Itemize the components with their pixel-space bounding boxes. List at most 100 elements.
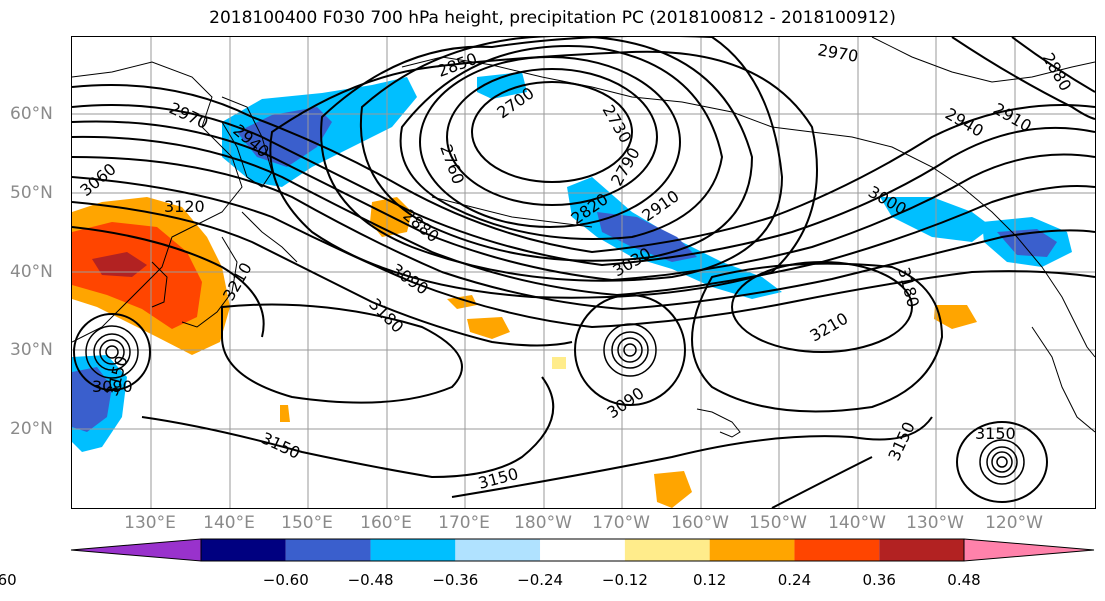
- contour-3150-east: [451, 416, 933, 498]
- precip-pos-east-asia-core: [72, 222, 202, 329]
- colorbar: [70, 538, 1095, 562]
- low-mid-ring-1: [623, 343, 637, 357]
- colorbar-segment: [285, 539, 371, 561]
- contour-label-3210-east: 3210: [807, 309, 852, 346]
- contour-label-3120: 3120: [164, 197, 205, 216]
- coast-kamchatka: [221, 96, 273, 188]
- contour-low-sw: [73, 313, 151, 391]
- contour-label-2940-ne: 2940: [942, 104, 987, 141]
- low-se-ring-2: [991, 451, 1013, 473]
- colorbar-segment-under: [70, 538, 202, 562]
- lon-label-160w: 160°W: [671, 513, 729, 533]
- low-mid-ring-2: [617, 337, 643, 363]
- low-mid-ring-3: [611, 331, 649, 369]
- lon-label-140w: 140°W: [828, 513, 886, 533]
- low-sw-ring-1: [105, 345, 119, 359]
- low-mid-ring-4: [603, 323, 657, 377]
- contour-2910: [72, 84, 1095, 254]
- coast-korea: [151, 261, 168, 308]
- low-centers: [85, 323, 1025, 485]
- contour-3120: [72, 226, 265, 338]
- low-sw-ring-4: [85, 325, 139, 379]
- contour-3090-low: [574, 294, 686, 406]
- lon-label-180w: 180°W: [514, 513, 572, 533]
- map-title: 2018100400 F030 700 hPa height, precipit…: [209, 8, 896, 28]
- contour-3090: [72, 201, 573, 347]
- colorbar-segment: [709, 539, 795, 561]
- colorbar-tick-label: 0.48: [947, 571, 981, 589]
- contour-label-3180-west: 3180: [365, 294, 407, 336]
- colorbar-segment: [624, 539, 710, 561]
- coast-japan: [181, 236, 238, 328]
- colorbar-tick-label: 0.36: [862, 571, 896, 589]
- coast-hawaii: [696, 408, 741, 438]
- precip-pos-east-asia-dark: [92, 252, 147, 277]
- contour-label-2880-ne: 2880: [1039, 50, 1076, 95]
- colorbar-segment: [370, 539, 456, 561]
- precip-pos-3: [447, 295, 477, 309]
- lat-label-40n: 40°N: [10, 262, 53, 282]
- map-canvas: 2850 2700 2730 2760 2790 2820 2910 2970 …: [72, 37, 1095, 508]
- colorbar-frame: [200, 538, 965, 562]
- colorbar-segment-over: [963, 538, 1095, 562]
- lon-label-150e: 150°E: [281, 513, 333, 533]
- coast-kuril: [241, 211, 298, 263]
- colorbar-tick-label: −0.24: [517, 571, 564, 589]
- contour-3180-west: [221, 303, 463, 404]
- contour-2730: [446, 68, 658, 206]
- precip-neg-sw-core: [72, 367, 112, 432]
- lon-label-160e: 160°E: [360, 513, 412, 533]
- contour-2820: [359, 37, 754, 262]
- lon-label-140e: 140°E: [203, 513, 255, 533]
- contour-label-3150-se: 3150: [884, 419, 918, 464]
- colorbar-tick-label: 0.24: [777, 571, 812, 589]
- lon-label-130w: 130°W: [906, 513, 964, 533]
- height-contours: [72, 37, 1095, 508]
- colorbar-tick-label: −0.36: [432, 571, 479, 589]
- contour-label-2730: 2730: [599, 102, 636, 147]
- lat-label-60n: 60°N: [10, 104, 53, 124]
- contour-low-se: [956, 421, 1048, 503]
- contour-ne-2: [951, 37, 1095, 120]
- contour-3060: [72, 176, 1095, 329]
- lat-label-30n: 30°N: [10, 340, 53, 360]
- precip-pos-7: [552, 357, 566, 369]
- contour-label-2970-ne: 2970: [816, 40, 859, 66]
- precip-pos-6: [280, 405, 290, 422]
- low-sw-ring-2: [99, 339, 125, 365]
- colorbar-tick-label: −0.48: [347, 571, 394, 589]
- colorbar-tick-label: −0.60: [262, 571, 309, 589]
- low-sw-ring-3: [93, 333, 131, 371]
- precip-pos-2: [467, 317, 510, 339]
- contour-2700: [471, 81, 633, 183]
- low-se-ring-1: [996, 456, 1008, 468]
- lon-label-170e: 170°E: [438, 513, 490, 533]
- colorbar-segment: [201, 539, 286, 561]
- contour-label-3150-sw: 3150: [258, 428, 303, 462]
- colorbar-tick-label: 0.12: [692, 571, 727, 589]
- lon-label-120w: 120°W: [985, 513, 1043, 533]
- contour-label-2790: 2790: [607, 144, 644, 189]
- map-panel: 2850 2700 2730 2760 2790 2820 2910 2970 …: [71, 36, 1096, 509]
- precip-pos-5: [934, 305, 977, 329]
- lon-label-150w: 150°W: [749, 513, 807, 533]
- contour-label-3000: 3000: [865, 182, 910, 219]
- coast-alaska: [401, 56, 1095, 358]
- contour-3150-se: [771, 456, 873, 508]
- coast-canada-north: [871, 37, 1095, 83]
- lat-label-20n: 20°N: [10, 419, 53, 439]
- colorbar-tick-label: 0.60: [0, 571, 17, 589]
- contour-2790: [399, 45, 724, 240]
- contour-3210: [731, 261, 913, 353]
- colorbar-segment: [879, 539, 964, 561]
- contour-3030: [72, 156, 1095, 311]
- contour-3150: [141, 376, 555, 479]
- colorbar-tick-label: −0.12: [601, 571, 648, 589]
- lon-label-170w: 170°W: [592, 513, 650, 533]
- precip-pos-4: [654, 471, 692, 508]
- contour-2940: [72, 104, 1095, 267]
- contour-label-3090-low: 3090: [603, 383, 647, 422]
- colorbar-segment: [794, 539, 880, 561]
- low-se-ring-3: [986, 446, 1018, 478]
- contour-2850: [320, 37, 784, 282]
